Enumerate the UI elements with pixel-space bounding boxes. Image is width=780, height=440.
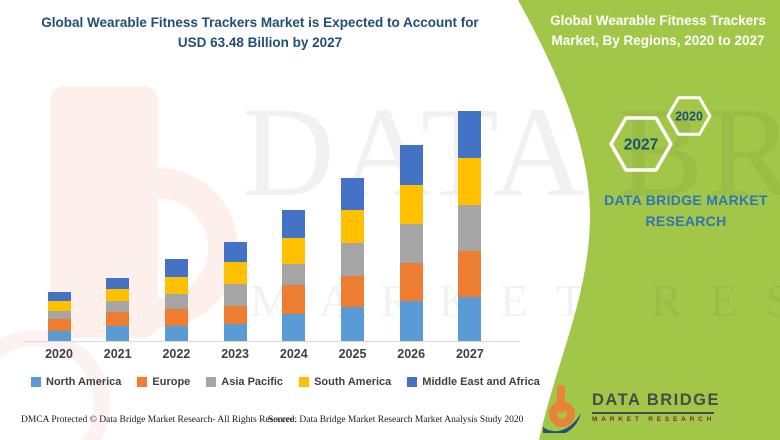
- dmca-notice: DMCA Protected © Data Bridge Market Rese…: [21, 415, 297, 425]
- data-bridge-logo: DATA BRIDGE MARKET RESEARCH: [542, 383, 742, 433]
- logo-title: DATA BRIDGE: [592, 391, 721, 409]
- bar-segment: [223, 261, 247, 284]
- source-note: Source: Data Bridge Market Research Mark…: [268, 415, 524, 425]
- bar-segment: [399, 184, 423, 224]
- x-axis-label: 2022: [162, 347, 191, 361]
- x-axis-label: 2026: [397, 347, 426, 361]
- bar-segment: [47, 319, 71, 331]
- watermark-text-mid: MARKET RESEARCH: [250, 275, 780, 326]
- legend-label: Asia Pacific: [221, 376, 284, 388]
- legend-swatch-icon: [407, 377, 418, 387]
- bar-segment: [223, 283, 247, 306]
- bar-segment: [47, 330, 71, 341]
- bar-segment: [341, 178, 364, 211]
- bar-2023: [223, 241, 247, 341]
- bar-2026: [399, 145, 423, 341]
- bar-segment: [106, 300, 130, 313]
- brand-caption: DATA BRIDGE MARKET RESEARCH: [604, 192, 768, 229]
- bar-segment: [164, 326, 188, 341]
- x-axis-label: 2024: [279, 347, 308, 361]
- bar-segment: [341, 306, 364, 341]
- bar-segment: [341, 210, 364, 244]
- bar-segment: [106, 312, 130, 326]
- legend-item: South America: [299, 376, 391, 388]
- chart-legend: North America Europe Asia Pacific South Ame…: [31, 376, 540, 388]
- chart-title: Global Wearable Fitness Trackers Market …: [41, 15, 479, 51]
- bar-segment: [282, 238, 306, 265]
- x-axis-label: 2021: [103, 347, 132, 361]
- bar-2021: [106, 277, 130, 341]
- bar-segment: [282, 284, 306, 314]
- bar-2024: [282, 210, 306, 341]
- bar-2027: [458, 110, 482, 341]
- bar-2020: [47, 292, 71, 341]
- badge-year-2020: 2020: [675, 110, 703, 124]
- data-bridge-logo-icon: [543, 385, 581, 433]
- bar-segment: [282, 210, 306, 239]
- legend-label: Middle East and Africa: [422, 376, 540, 388]
- bar-segment: [399, 262, 423, 302]
- legend-swatch-icon: [206, 377, 217, 387]
- bar-segment: [223, 305, 247, 324]
- legend-item: Asia Pacific: [206, 376, 283, 388]
- bar-segment: [223, 241, 247, 262]
- x-axis-label: 2027: [455, 347, 484, 361]
- bar-segment: [106, 325, 130, 341]
- bar-2025: [341, 178, 364, 341]
- logo-underline: [592, 412, 714, 414]
- bar-segment: [341, 243, 364, 276]
- bar-segment: [47, 311, 71, 320]
- legend-label: North America: [46, 376, 122, 388]
- bar-segment: [106, 277, 130, 290]
- bar-segment: [458, 296, 482, 341]
- year-badges: 2027 2020: [609, 96, 712, 172]
- x-axis-label: 2025: [338, 347, 367, 361]
- x-axis-line: [25, 341, 520, 342]
- bar-segment: [341, 275, 364, 307]
- bar-2022: [164, 258, 188, 341]
- bar-segment: [399, 145, 423, 185]
- x-axis-label: 2023: [221, 347, 249, 361]
- bar-segment: [164, 276, 188, 295]
- legend-label: Europe: [152, 376, 191, 388]
- bar-segment: [458, 157, 482, 205]
- bar-segment: [164, 258, 188, 277]
- bar-segment: [458, 204, 482, 252]
- hexagon-2020: [666, 96, 712, 136]
- legend-swatch-icon: [299, 377, 310, 387]
- bar-segment: [47, 292, 71, 302]
- bar-segment: [106, 289, 130, 301]
- legend-item: North America: [31, 376, 121, 388]
- bar-segment: [223, 323, 247, 341]
- watermark-text-big: DATA BRIDGE: [242, 81, 780, 223]
- hexagon-2027: [609, 116, 673, 172]
- bar-segment: [458, 251, 482, 297]
- green-panel-shape: [518, 0, 780, 440]
- logo-watermark-ring: [78, 168, 238, 328]
- bar-segment: [282, 313, 306, 341]
- logo-subtitle: MARKET RESEARCH: [592, 415, 716, 423]
- legend-swatch-icon: [31, 377, 41, 387]
- bar-segment: [399, 223, 423, 263]
- x-axis-label: 2020: [45, 347, 73, 361]
- bar-segment: [399, 301, 423, 341]
- bar-segment: [458, 110, 482, 158]
- bar-segment: [164, 309, 188, 327]
- legend-item: Middle East and Africa: [407, 376, 540, 388]
- bar-segment: [164, 294, 188, 310]
- badge-year-2027: 2027: [624, 137, 658, 154]
- legend-label: South America: [314, 376, 392, 388]
- legend-swatch-icon: [137, 377, 148, 387]
- side-panel-headline: Global Wearable Fitness Trackers Market,…: [550, 13, 766, 48]
- legend-item: Europe: [137, 376, 190, 388]
- bar-segment: [282, 264, 306, 285]
- bar-segment: [47, 301, 71, 312]
